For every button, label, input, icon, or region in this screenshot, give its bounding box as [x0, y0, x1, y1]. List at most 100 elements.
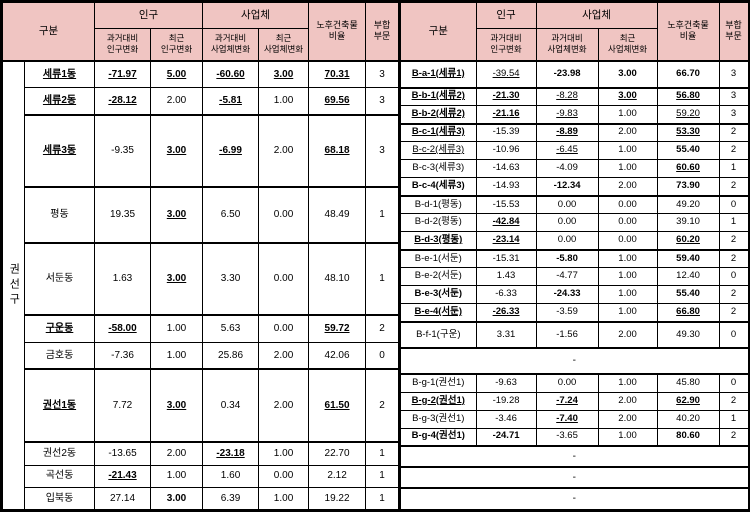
area-name-cell: 입북동 — [23, 486, 96, 510]
value-cell: 1.00 — [597, 303, 658, 323]
table-row: B-c-1(세류3) -15.39 -8.89 2.00 53.30 2 — [399, 123, 748, 143]
table-row: B-d-2(평동) -42.84 0.00 0.00 39.10 1 — [399, 213, 748, 233]
value-cell: 27.14 — [94, 486, 152, 510]
table-row: - — [399, 466, 748, 489]
dong-summary-table: 구분 인구 사업체 노후건축물 비율 부합 부문 과거대비 인구변화 최근 인구… — [2, 2, 400, 510]
table-row: B-f-1(구운) 3.31 -1.56 2.00 49.30 0 — [399, 321, 748, 349]
table-row: B-g-3(권선1) -3.46 -7.40 2.00 40.20 1 — [399, 409, 748, 429]
value-cell: 2.00 — [150, 87, 204, 116]
value-cell: 5.63 — [202, 314, 260, 343]
value-cell: 1 — [718, 159, 748, 179]
value-cell: 1 — [718, 409, 748, 429]
value-cell: 0 — [718, 373, 748, 393]
value-cell: 1.63 — [94, 242, 152, 316]
value-cell: 48.10 — [308, 242, 367, 316]
table-row: 입북동 27.14 3.00 6.39 1.00 19.22 1 — [3, 486, 400, 510]
area-name-cell: B-e-4(서둔) — [399, 303, 477, 323]
table-row: B-d-3(평동) -23.14 0.00 0.00 60.20 2 — [399, 231, 748, 251]
value-cell: 1 — [365, 441, 400, 466]
value-cell: -15.39 — [475, 123, 537, 143]
area-name-cell: 금호동 — [23, 341, 96, 370]
value-cell: 2.00 — [597, 409, 658, 429]
value-cell: 1.00 — [150, 464, 204, 488]
area-name-cell: 구운동 — [23, 314, 96, 343]
value-cell: 0.00 — [535, 213, 599, 233]
value-cell: 0.00 — [597, 231, 658, 251]
value-cell: -1.56 — [535, 321, 599, 349]
header-matching-sector: 부합 부문 — [365, 2, 400, 61]
table-row: 금호동 -7.36 1.00 25.86 2.00 42.06 0 — [2, 341, 400, 370]
value-cell: 0 — [718, 321, 748, 349]
value-cell: 2.00 — [150, 441, 204, 466]
value-cell: 2 — [718, 285, 748, 305]
header-old-building-ratio: 노후건축물 비율 — [656, 2, 720, 61]
table-row: 평동 19.35 3.00 6.50 0.00 48.49 1 — [2, 186, 400, 244]
value-cell: 1 — [718, 213, 748, 233]
value-cell: 2.12 — [308, 464, 367, 488]
value-cell: 3.00 — [150, 242, 204, 316]
value-cell: 3.00 — [150, 114, 204, 188]
value-cell: 19.22 — [308, 486, 367, 510]
area-name-cell: B-c-3(세류3) — [399, 159, 477, 179]
value-cell: -39.54 — [475, 59, 537, 89]
value-cell: 22.70 — [308, 441, 367, 466]
value-cell: 40.20 — [656, 409, 720, 429]
table-row: B-g-1(권선1) -9.63 0.00 1.00 45.80 0 — [399, 373, 748, 393]
area-name-cell: 서둔동 — [23, 242, 96, 316]
value-cell: -10.96 — [475, 141, 537, 161]
value-cell: 73.90 — [656, 177, 720, 197]
table-row: B-d-1(평동) -15.53 0.00 0.00 49.20 0 — [399, 195, 748, 215]
value-cell: 2 — [718, 391, 748, 411]
area-name-cell: B-g-3(권선1) — [399, 409, 477, 429]
value-cell: -7.24 — [535, 391, 599, 411]
value-cell: 2.00 — [258, 114, 310, 188]
value-cell: 19.35 — [94, 186, 152, 244]
value-cell: 55.40 — [656, 285, 720, 305]
value-cell: 66.80 — [656, 303, 720, 323]
value-cell: 1.00 — [597, 159, 658, 179]
header-matching-sector: 부합 부문 — [718, 2, 748, 61]
value-cell: 2 — [365, 314, 400, 343]
value-cell: -3.65 — [535, 427, 599, 447]
table-row: 구운동 -58.00 1.00 5.63 0.00 59.72 2 — [3, 314, 400, 343]
value-cell: 3.00 — [150, 368, 204, 443]
value-cell: 3.00 — [597, 87, 658, 107]
empty-dash-cell: - — [399, 445, 748, 468]
value-cell: 1.00 — [258, 486, 310, 510]
header-business-group: 사업체 — [535, 2, 658, 29]
subheader-past-population-change: 과거대비 인구변화 — [94, 28, 152, 61]
value-cell: -4.09 — [535, 159, 599, 179]
header-business-group: 사업체 — [202, 2, 310, 29]
value-cell: 0.00 — [535, 373, 599, 393]
area-name-cell: 권선1동 — [23, 368, 96, 443]
value-cell: -42.84 — [475, 213, 537, 233]
value-cell: -21.30 — [475, 87, 537, 107]
value-cell: -6.45 — [535, 141, 599, 161]
value-cell: 12.40 — [656, 267, 720, 287]
table-row: 세류2동 -28.12 2.00 -5.81 1.00 69.56 3 — [2, 87, 400, 116]
value-cell: 1.43 — [475, 267, 537, 287]
value-cell: 2 — [718, 249, 748, 269]
value-cell: -5.80 — [535, 249, 599, 269]
area-name-cell: B-g-4(권선1) — [399, 427, 477, 447]
value-cell: -26.33 — [475, 303, 537, 323]
value-cell: -3.46 — [475, 409, 537, 429]
value-cell: 2 — [718, 427, 748, 447]
area-name-cell: B-f-1(구운) — [399, 321, 477, 349]
area-name-cell: B-d-1(평동) — [399, 195, 477, 215]
value-cell: 0.00 — [258, 186, 310, 244]
empty-dash-cell: - — [399, 487, 748, 510]
value-cell: -23.14 — [475, 231, 537, 251]
value-cell: 48.49 — [308, 186, 367, 244]
empty-dash-cell: - — [399, 347, 748, 375]
value-cell: 2 — [718, 123, 748, 143]
dong-table-header: 구분 인구 사업체 노후건축물 비율 부합 부문 과거대비 인구변화 최근 인구… — [2, 2, 400, 61]
table-row: B-b-2(세류2) -21.16 -9.83 1.00 59.20 3 — [399, 105, 748, 125]
value-cell: 0.00 — [597, 213, 658, 233]
value-cell: 3 — [365, 114, 400, 188]
value-cell: -60.60 — [202, 59, 260, 89]
subheader-recent-population-change: 최근 인구변화 — [150, 28, 204, 61]
value-cell: 49.20 — [656, 195, 720, 215]
district-label: 권선구 — [2, 60, 25, 510]
table-row: B-a-1(세류1) -39.54 -23.98 3.00 66.70 3 — [399, 59, 748, 89]
